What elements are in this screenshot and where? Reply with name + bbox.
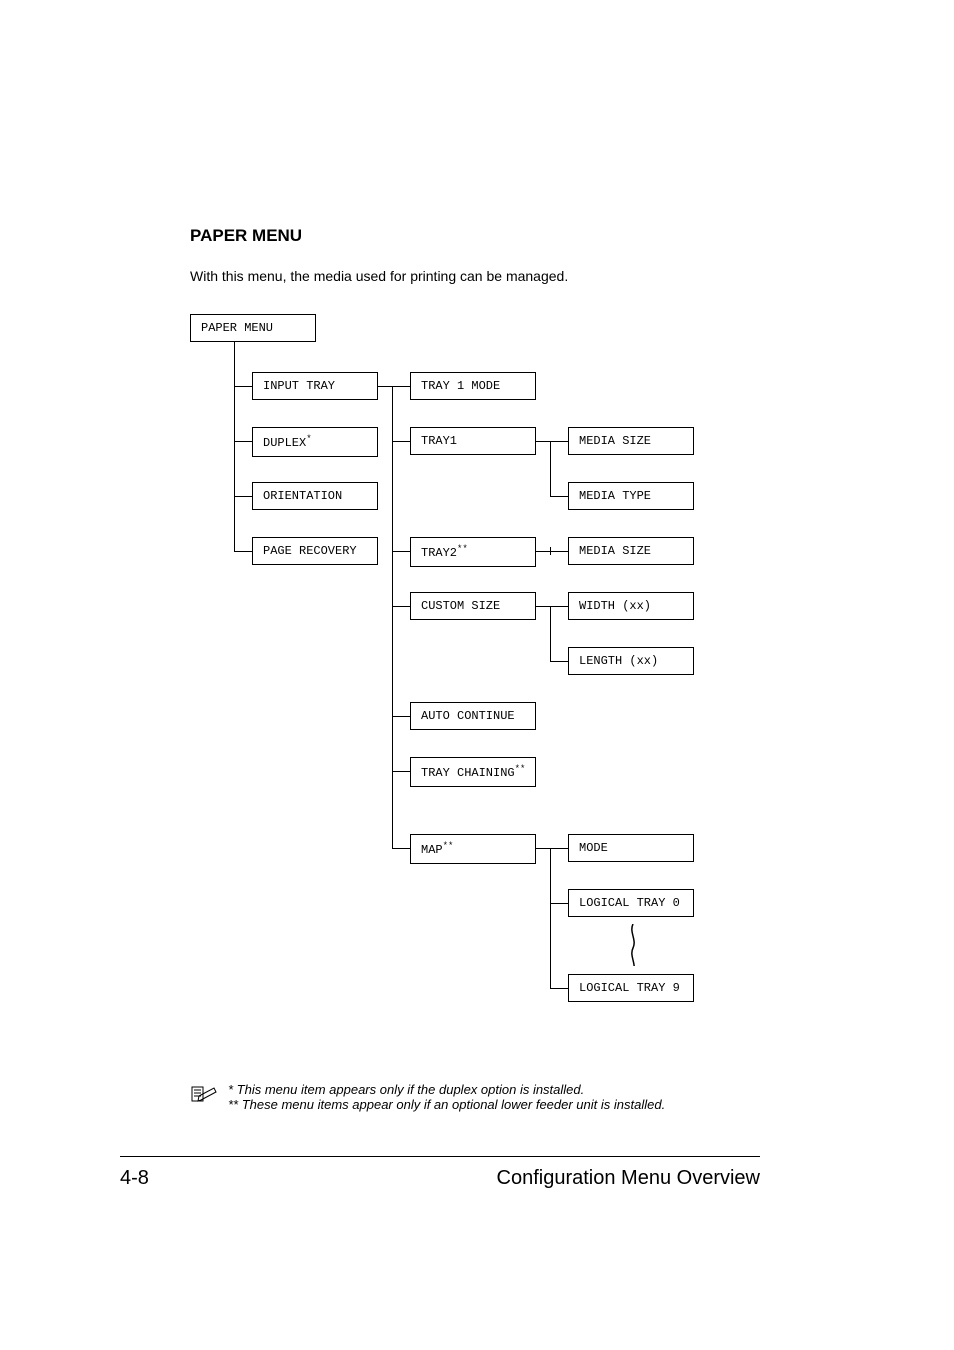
menu-tray-chaining: TRAY CHAINING** [410, 757, 536, 787]
menu-orientation: ORIENTATION [252, 482, 378, 510]
intro-text: With this menu, the media used for print… [190, 268, 760, 284]
menu-map: MAP** [410, 834, 536, 864]
footnote-line-2: ** These menu items appear only if an op… [228, 1097, 760, 1112]
page-number: 4-8 [120, 1167, 149, 1190]
menu-page-recovery: PAGE RECOVERY [252, 537, 378, 565]
footer-title: Configuration Menu Overview [497, 1167, 760, 1190]
menu-logical-tray-9: LOGICAL TRAY 9 [568, 974, 694, 1002]
footnote-line-1: * This menu item appears only if the dup… [228, 1082, 760, 1097]
menu-custom-size: CUSTOM SIZE [410, 592, 536, 620]
menu-duplex: DUPLEX* [252, 427, 378, 457]
note-icon [190, 1084, 218, 1107]
page-footer: 4-8 Configuration Menu Overview [120, 1156, 760, 1190]
menu-media-size-1: MEDIA SIZE [568, 427, 694, 455]
menu-tray1-mode: TRAY 1 MODE [410, 372, 536, 400]
menu-auto-continue: AUTO CONTINUE [410, 702, 536, 730]
menu-tree: PAPER MENU INPUT TRAY DUPLEX* ORIENTATION PA… [190, 314, 760, 1074]
menu-media-size-2: MEDIA SIZE [568, 537, 694, 565]
menu-logical-tray-0: LOGICAL TRAY 0 [568, 889, 694, 917]
menu-media-type: MEDIA TYPE [568, 482, 694, 510]
menu-mode: MODE [568, 834, 694, 862]
footnote: * This menu item appears only if the dup… [190, 1082, 760, 1112]
menu-length: LENGTH (xx) [568, 647, 694, 675]
menu-tray1: TRAY1 [410, 427, 536, 455]
menu-input-tray: INPUT TRAY [252, 372, 378, 400]
menu-root: PAPER MENU [190, 314, 316, 342]
ellipsis-vertical [627, 924, 639, 967]
menu-tray2: TRAY2** [410, 537, 536, 567]
section-title: PAPER MENU [190, 226, 760, 246]
menu-width: WIDTH (xx) [568, 592, 694, 620]
